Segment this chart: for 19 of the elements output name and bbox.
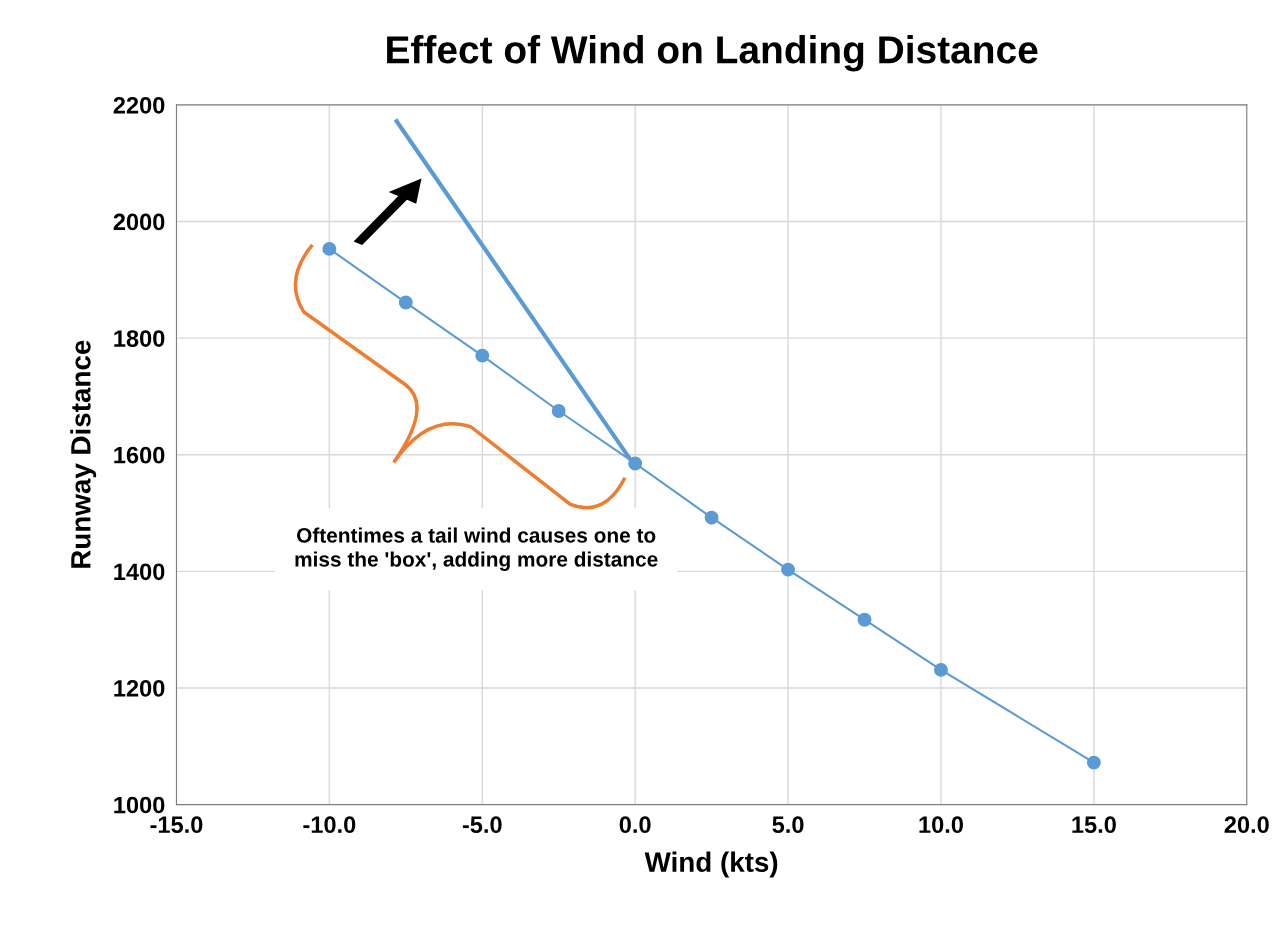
x-tick-label: -10.0 [303,816,356,834]
x-tick-label: -5.0 [462,816,502,834]
y-tick-label: 1600 [114,446,165,464]
annotation: Oftentimes a tail wind causes one to miss the 'box', adding more distance [295,527,658,571]
y-tick-label: 1000 [114,796,165,814]
x-tick-label: 15.0 [1072,816,1116,834]
y-tick-label: 1800 [114,330,165,347]
y-tick-label: 2200 [113,96,165,114]
y-axis-title: Runway Distance [70,340,97,568]
x-axis-title: Wind (kts) [644,851,778,878]
x-tick-label: 20.0 [1224,816,1269,834]
y-tick-label: 1400 [114,563,165,581]
y-tick-label: 1200 [114,680,165,697]
y-tick-label: 2000 [113,213,165,231]
x-tick-label: 5.0 [772,816,804,834]
x-tick-label: -15.0 [150,816,203,834]
chart-title: Effect of Wind on Landing Distance [387,35,1038,72]
x-tick-label: 0.0 [619,816,651,834]
x-tick-label: 10.0 [919,816,963,834]
